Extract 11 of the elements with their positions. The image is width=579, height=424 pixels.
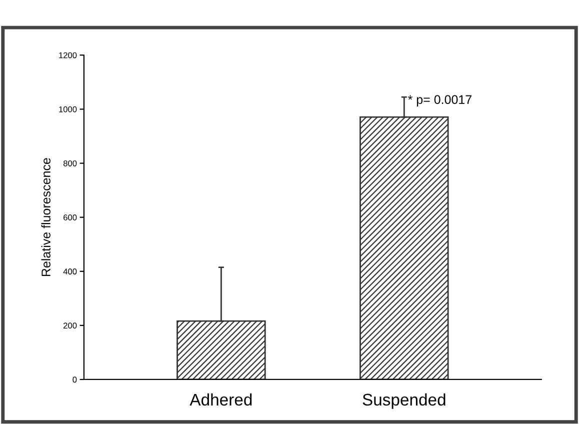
y-tick-label: 200 [64, 322, 77, 329]
annotation: * p= 0.0017 [408, 95, 472, 106]
x-tick-label: Adhered [190, 393, 252, 406]
y-tick-label: 400 [63, 268, 77, 274]
y-tick-label: 1200 [59, 52, 77, 58]
y-tick-label: 0 [72, 376, 77, 383]
x-tick-label: Suspended [362, 393, 446, 409]
y-tick-label: 600 [64, 214, 77, 220]
y-axis-title: Relative fluorescence [41, 158, 50, 276]
y-tick-label: 1000 [59, 106, 77, 112]
y-tick-label: 800 [63, 160, 77, 166]
